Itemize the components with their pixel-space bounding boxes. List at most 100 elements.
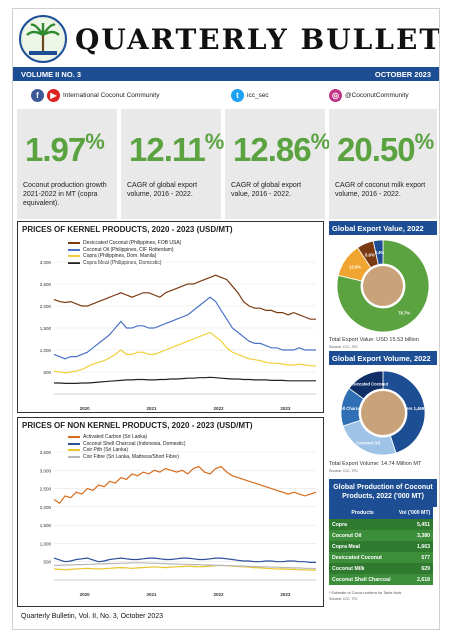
non-kernel-prices-panel: PRICES OF NON KERNEL PRODUCTS, 2020 - 20… bbox=[17, 417, 324, 607]
legend-item: Coir Pith (Sri Lanka) bbox=[68, 447, 186, 454]
y-tick-label: 1,000 bbox=[40, 541, 52, 546]
donut-center-image bbox=[363, 266, 403, 306]
legend-item: Coconut Oil (Philippines, CIF Rotterdam) bbox=[68, 247, 181, 254]
slice-label: Coconut Oil bbox=[356, 440, 380, 445]
twitter-link[interactable]: t icc_sec bbox=[231, 89, 269, 102]
col-products: Products bbox=[329, 507, 397, 519]
slice-label: 78.7% bbox=[398, 311, 410, 316]
social-bar: f ▶ International Coconut Community t ic… bbox=[13, 83, 439, 111]
stat-value: 12.11% bbox=[129, 129, 224, 168]
product-volume: 629 bbox=[396, 563, 433, 574]
table-row: Coconut Milk 629 bbox=[329, 563, 433, 574]
series-line bbox=[53, 331, 316, 374]
legend-item: Copra Meal (Philippines, Domestic) bbox=[68, 260, 181, 267]
table-row: Copra 5,451 bbox=[329, 519, 433, 530]
production-table: Products Vol ('000 MT) Copra 5,451 Coconu… bbox=[329, 507, 433, 585]
page-title: QUARTERLY BULLETIN bbox=[75, 23, 440, 56]
instagram-icon: ◎ bbox=[329, 89, 342, 102]
instagram-link[interactable]: ◎ @CoconutCommunity bbox=[329, 89, 409, 102]
product-volume: 577 bbox=[396, 552, 433, 563]
chart-legend: Desiccated Coconut (Philippines, FOB USA… bbox=[68, 240, 181, 266]
legend-item: Copra (Philippines, Dom. Manila) bbox=[68, 253, 181, 260]
bulletin-page: QUARTERLY BULLETIN VOLUME II NO. 3 OCTOB… bbox=[12, 8, 440, 630]
y-tick-label: 3,000 bbox=[40, 260, 52, 265]
series-line bbox=[53, 465, 317, 505]
table-source: Source: ICC, ITC bbox=[329, 597, 358, 601]
export-volume-heading: Global Export Volume, 2022 bbox=[329, 351, 437, 365]
legend-swatch bbox=[68, 255, 80, 258]
product-volume: 5,451 bbox=[396, 519, 433, 530]
slice-label: Coconut Shell Charcoal 1,864,889 bbox=[329, 406, 385, 411]
product-name: Coconut Milk bbox=[329, 563, 397, 574]
table-row: Copra Meal 1,663 bbox=[329, 541, 433, 552]
y-tick-label: 500 bbox=[43, 560, 51, 565]
stat-desc: CAGR of global export volume, 2016 - 202… bbox=[127, 182, 198, 198]
product-volume: 1,663 bbox=[396, 541, 433, 552]
instagram-label: @CoconutCommunity bbox=[345, 92, 409, 99]
donut-slice bbox=[336, 239, 430, 333]
product-name: Copra bbox=[329, 519, 397, 530]
non-kernel-prices-chart: 500 1,000 1,500 2,000 2,500 3,000 3,500 2020 202… bbox=[40, 450, 317, 597]
x-year-label: 2023 bbox=[280, 592, 291, 597]
table-row: Desiccated Coconut 577 bbox=[329, 552, 433, 563]
stat-value: 1.97% bbox=[25, 129, 105, 168]
header: QUARTERLY BULLETIN bbox=[13, 9, 440, 67]
stat-value: 12.86% bbox=[233, 129, 330, 168]
product-volume: 2,618 bbox=[396, 574, 433, 585]
product-name: Copra Meal bbox=[329, 541, 397, 552]
palm-tree-icon bbox=[23, 19, 63, 59]
y-tick-label: 2,000 bbox=[40, 505, 52, 510]
x-year-label: 2022 bbox=[213, 406, 224, 411]
series-line bbox=[54, 562, 317, 570]
twitter-icon: t bbox=[231, 89, 244, 102]
facebook-icon: f bbox=[31, 89, 44, 102]
export-value-heading: Global Export Value, 2022 bbox=[329, 221, 437, 235]
x-year-label: 2020 bbox=[80, 406, 91, 411]
volume-label: VOLUME II NO. 3 bbox=[21, 70, 82, 79]
product-name: Coconut Shell Charcoal bbox=[329, 574, 397, 585]
slice-label: Desiccated Coconut bbox=[348, 382, 389, 387]
chart-legend: Activated Carbon (Sri Lanka) Coconut She… bbox=[68, 434, 186, 460]
legend-swatch bbox=[68, 242, 80, 245]
x-year-label: 2021 bbox=[147, 592, 158, 597]
slice-label: 12.0% bbox=[349, 265, 361, 270]
export-value-total: Total Export Value: USD 15.53 billion bbox=[329, 337, 419, 343]
legend-item: Activated Carbon (Sri Lanka) bbox=[68, 434, 186, 441]
series-line bbox=[53, 564, 316, 571]
chart-title: PRICES OF NON KERNEL PRODUCTS, 2020 - 20… bbox=[22, 421, 253, 430]
issue-date: OCTOBER 2023 bbox=[374, 70, 431, 79]
facebook-link[interactable]: f ▶ International Coconut Community bbox=[31, 89, 159, 102]
legend-item: Desiccated Coconut (Philippines, FOB USA… bbox=[68, 240, 181, 247]
x-year-label: 2020 bbox=[80, 592, 91, 597]
export-volume-source: Source: ICC, ITC bbox=[329, 469, 358, 473]
y-tick-label: 2,500 bbox=[40, 487, 52, 492]
donut-center-image bbox=[361, 391, 405, 435]
legend-swatch bbox=[68, 455, 80, 458]
y-tick-label: 3,500 bbox=[40, 450, 52, 455]
footer-text: Quarterly Bulletin, Vol. II, No. 3, Octo… bbox=[21, 613, 164, 620]
issue-band: VOLUME II NO. 3 OCTOBER 2023 bbox=[13, 67, 439, 81]
donut-slice bbox=[382, 370, 426, 454]
donut-slice bbox=[348, 370, 384, 400]
legend-swatch bbox=[68, 261, 80, 264]
product-name: Coconut Oil bbox=[329, 530, 397, 541]
product-volume: 3,380 bbox=[396, 530, 433, 541]
legend-swatch bbox=[68, 449, 80, 452]
chart-title: PRICES OF KERNEL PRODUCTS, 2020 - 2023 (… bbox=[22, 225, 233, 234]
stat-desc: Coconut production growth 2021-2022 in M… bbox=[23, 182, 107, 207]
export-value-source: Source: ICC, ITC bbox=[329, 345, 358, 349]
series-line bbox=[53, 274, 316, 320]
slice-label: Others 1,469,658 bbox=[399, 406, 433, 411]
table-row: Coconut Oil 3,380 bbox=[329, 530, 433, 541]
legend-item: Coconut Shell Charcoal (Indonesia, Domes… bbox=[68, 441, 186, 448]
y-tick-label: 2,500 bbox=[40, 282, 52, 287]
stat-card-production: 1.97% Coconut production growth 2021-202… bbox=[17, 109, 117, 219]
youtube-icon: ▶ bbox=[47, 89, 60, 102]
slice-label: 5.9% bbox=[365, 253, 375, 258]
kernel-prices-chart: 500 1,000 1,500 2,000 2,500 3,000 2020 2021 2022… bbox=[40, 260, 316, 411]
legend-item: Coir Fibre (Sri Lanka, Mattress/Short Fi… bbox=[68, 454, 186, 461]
kernel-prices-panel: PRICES OF KERNEL PRODUCTS, 2020 - 2023 (… bbox=[17, 221, 324, 413]
table-row: Coconut Shell Charcoal 2,618 bbox=[329, 574, 433, 585]
legend-swatch bbox=[68, 248, 80, 251]
series-line bbox=[53, 296, 316, 360]
